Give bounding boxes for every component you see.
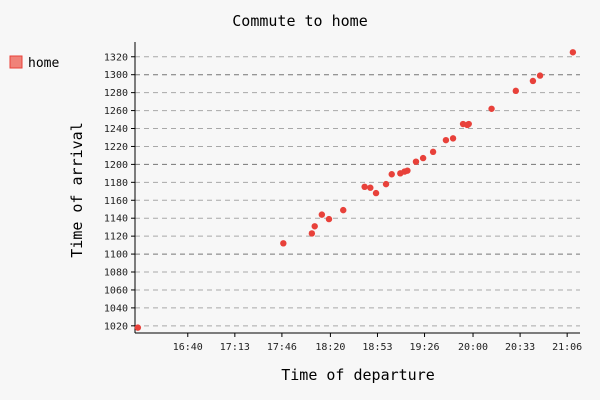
legend-label-home: home <box>28 56 59 71</box>
x-tick-label: 20:33 <box>505 342 535 353</box>
x-tick-label: 21:06 <box>552 342 582 353</box>
y-tick-label: 1120 <box>104 232 128 243</box>
y-tick-label: 1040 <box>104 303 128 314</box>
data-point <box>429 148 437 156</box>
x-tick-label: 17:13 <box>220 342 250 353</box>
data-point <box>442 136 450 144</box>
legend: home <box>9 55 59 71</box>
y-tick-label: 1160 <box>104 196 128 207</box>
y-tick-label: 1140 <box>104 214 128 225</box>
x-tick-label: 16:40 <box>173 342 203 353</box>
data-point <box>404 167 411 174</box>
data-point <box>512 87 520 95</box>
y-tick-label: 1260 <box>104 106 128 117</box>
x-tick-label: 19:26 <box>409 342 439 353</box>
y-tick-label: 1060 <box>104 285 128 296</box>
data-point <box>529 77 537 85</box>
data-point <box>280 240 287 247</box>
y-tick-label: 1020 <box>104 321 128 332</box>
y-tick-label: 1100 <box>104 250 128 261</box>
data-point <box>412 158 420 165</box>
data-point <box>419 154 427 162</box>
data-point <box>308 230 316 237</box>
data-point <box>311 223 318 230</box>
y-tick-label: 1080 <box>104 268 128 279</box>
x-axis-title: Time of departure <box>281 366 435 384</box>
data-point <box>449 135 457 142</box>
data-point <box>367 184 374 191</box>
y-tick-label: 1180 <box>104 178 128 189</box>
y-tick-label: 1200 <box>104 160 128 171</box>
y-axis: 1020 1040 1060 1080 1100 1120 1140 1160 1180 1200… <box>104 42 136 333</box>
data-points <box>134 49 577 331</box>
gridlines <box>135 56 580 327</box>
data-point <box>465 120 472 128</box>
data-point <box>569 49 577 56</box>
data-point <box>382 180 390 188</box>
data-point <box>536 72 544 79</box>
x-tick-label: 18:20 <box>315 342 345 353</box>
y-tick-label: 1300 <box>104 70 128 81</box>
data-point <box>488 105 495 112</box>
data-point <box>361 183 368 191</box>
y-axis-title: Time of arrival <box>68 122 86 257</box>
x-tick-label: 20:00 <box>458 342 488 353</box>
data-point <box>340 206 347 214</box>
legend-swatch-home <box>9 55 23 69</box>
x-tick-label: 18:53 <box>362 342 392 353</box>
y-tick-label: 1240 <box>104 124 128 135</box>
data-point <box>134 324 142 331</box>
data-point <box>372 189 380 197</box>
x-axis: 16:40 17:13 17:46 18:20 18:53 19:26 20:00 20:33… <box>135 332 582 353</box>
y-tick-label: 1280 <box>104 88 128 99</box>
data-point <box>318 211 326 218</box>
chart-title: Commute to home <box>232 12 367 30</box>
y-tick-label: 1220 <box>104 142 128 153</box>
data-point <box>325 215 333 223</box>
x-tick-label: 17:46 <box>267 342 297 353</box>
data-point <box>388 171 395 178</box>
y-tick-label: 1320 <box>104 52 128 63</box>
